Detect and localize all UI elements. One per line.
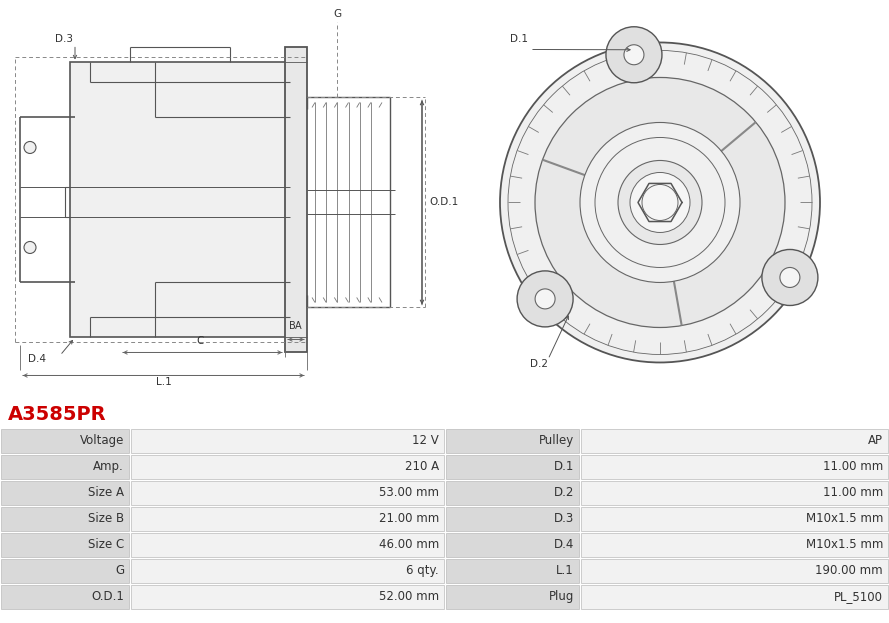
- Text: D.3: D.3: [554, 512, 574, 525]
- Bar: [1, 559, 129, 583]
- Bar: [131, 455, 444, 478]
- Text: L.1: L.1: [156, 378, 172, 388]
- Text: 53.00 mm: 53.00 mm: [379, 486, 439, 499]
- Bar: [446, 481, 579, 505]
- Circle shape: [624, 45, 644, 65]
- Text: 12 V: 12 V: [412, 434, 439, 447]
- Text: A: A: [295, 321, 302, 331]
- Circle shape: [517, 271, 573, 327]
- Text: Size C: Size C: [88, 538, 124, 551]
- Text: D.2: D.2: [530, 359, 548, 369]
- Text: B: B: [289, 321, 296, 331]
- Text: 6 qty.: 6 qty.: [406, 564, 439, 578]
- Text: D.4: D.4: [554, 538, 574, 551]
- Text: O.D.1: O.D.1: [92, 591, 124, 604]
- Text: O.D.1: O.D.1: [429, 197, 458, 207]
- Bar: [581, 481, 888, 505]
- Bar: [581, 533, 888, 557]
- Bar: [131, 585, 444, 609]
- Bar: [581, 429, 888, 453]
- Bar: [1, 506, 129, 531]
- Text: D.2: D.2: [554, 486, 574, 499]
- Text: Amp.: Amp.: [93, 460, 124, 473]
- Bar: [131, 533, 444, 557]
- Text: Pulley: Pulley: [539, 434, 574, 447]
- Text: Size B: Size B: [88, 512, 124, 525]
- Text: G: G: [333, 9, 341, 19]
- Text: C: C: [196, 336, 204, 346]
- Bar: [1, 585, 129, 609]
- Text: A3585PR: A3585PR: [8, 404, 107, 424]
- Text: D.1: D.1: [554, 460, 574, 473]
- Text: Voltage: Voltage: [80, 434, 124, 447]
- Bar: [285, 47, 307, 353]
- Bar: [581, 559, 888, 583]
- Text: D.1: D.1: [510, 34, 528, 44]
- Text: L.1: L.1: [557, 564, 574, 578]
- Text: 21.00 mm: 21.00 mm: [379, 512, 439, 525]
- Bar: [131, 506, 444, 531]
- Text: 46.00 mm: 46.00 mm: [379, 538, 439, 551]
- Bar: [1, 481, 129, 505]
- Circle shape: [762, 249, 818, 305]
- Circle shape: [606, 27, 662, 83]
- Circle shape: [500, 42, 820, 363]
- Text: 11.00 mm: 11.00 mm: [822, 486, 883, 499]
- Circle shape: [535, 289, 555, 309]
- Text: PL_5100: PL_5100: [834, 591, 883, 604]
- Circle shape: [580, 123, 740, 282]
- Bar: [1, 455, 129, 478]
- Bar: [131, 429, 444, 453]
- Bar: [446, 506, 579, 531]
- Bar: [1, 429, 129, 453]
- Text: 11.00 mm: 11.00 mm: [822, 460, 883, 473]
- Text: M10x1.5 mm: M10x1.5 mm: [805, 538, 883, 551]
- Bar: [131, 559, 444, 583]
- Text: Size A: Size A: [88, 486, 124, 499]
- Circle shape: [24, 242, 36, 254]
- Bar: [131, 481, 444, 505]
- Text: G: G: [115, 564, 124, 578]
- Text: M10x1.5 mm: M10x1.5 mm: [805, 512, 883, 525]
- Circle shape: [24, 141, 36, 153]
- Circle shape: [630, 173, 690, 232]
- Bar: [446, 455, 579, 478]
- Bar: [446, 533, 579, 557]
- Bar: [70, 62, 290, 338]
- Text: 210 A: 210 A: [404, 460, 439, 473]
- Text: Plug: Plug: [549, 591, 574, 604]
- Text: D.4: D.4: [28, 354, 46, 364]
- Text: 190.00 mm: 190.00 mm: [815, 564, 883, 578]
- Circle shape: [780, 267, 800, 287]
- Bar: [446, 429, 579, 453]
- Text: D.3: D.3: [55, 34, 73, 44]
- Bar: [446, 559, 579, 583]
- Text: 52.00 mm: 52.00 mm: [379, 591, 439, 604]
- Bar: [581, 585, 888, 609]
- Circle shape: [535, 77, 785, 328]
- Bar: [581, 455, 888, 478]
- Bar: [1, 533, 129, 557]
- Bar: [446, 585, 579, 609]
- Text: AP: AP: [868, 434, 883, 447]
- Bar: [581, 506, 888, 531]
- Circle shape: [618, 161, 702, 244]
